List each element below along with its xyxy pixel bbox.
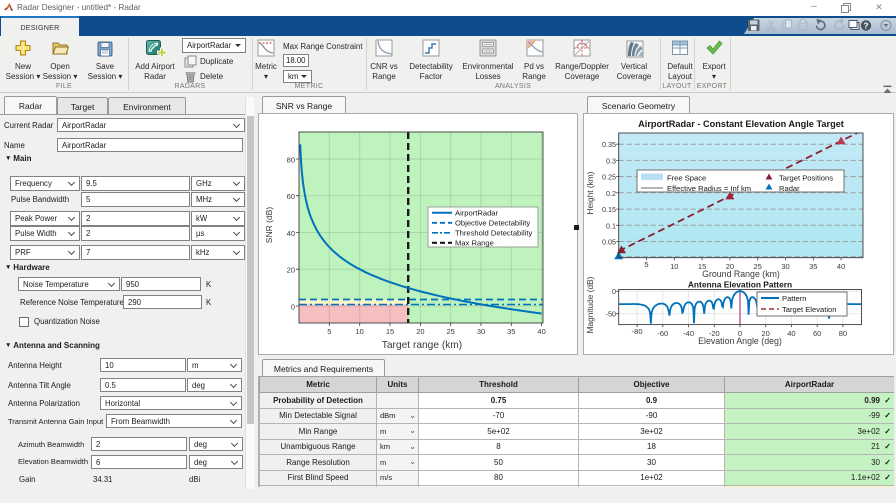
svg-text:Objective Detectability: Objective Detectability bbox=[455, 219, 530, 228]
svg-text:10: 10 bbox=[670, 262, 678, 271]
svg-text:-20: -20 bbox=[709, 329, 720, 338]
svg-text:25: 25 bbox=[447, 327, 455, 336]
svg-text:40: 40 bbox=[537, 327, 545, 336]
svg-text:?: ? bbox=[863, 21, 868, 31]
svg-text:0.2: 0.2 bbox=[606, 189, 616, 198]
svg-text:20: 20 bbox=[416, 327, 424, 336]
svg-text:Pattern: Pattern bbox=[782, 294, 806, 303]
svg-text:5: 5 bbox=[644, 260, 648, 269]
svg-text:Threshold Detectability: Threshold Detectability bbox=[455, 229, 532, 238]
svg-text:Ground Range (km): Ground Range (km) bbox=[702, 269, 780, 279]
svg-text:20: 20 bbox=[762, 329, 770, 338]
svg-text:Effective Radius = Inf km: Effective Radius = Inf km bbox=[667, 184, 751, 193]
svg-text:35: 35 bbox=[809, 262, 817, 271]
svg-text:Height (km): Height (km) bbox=[585, 171, 595, 214]
svg-text:35: 35 bbox=[507, 327, 515, 336]
svg-text:20: 20 bbox=[726, 262, 734, 271]
svg-text:60: 60 bbox=[813, 329, 821, 338]
svg-text:Elevation Angle (deg): Elevation Angle (deg) bbox=[698, 336, 782, 346]
svg-text:80: 80 bbox=[839, 329, 847, 338]
svg-text:Max Range: Max Range bbox=[455, 239, 494, 248]
svg-text:80: 80 bbox=[287, 156, 295, 165]
svg-text:0: 0 bbox=[612, 287, 616, 296]
svg-text:Antenna Elevation Pattern: Antenna Elevation Pattern bbox=[688, 280, 792, 290]
svg-text:-40: -40 bbox=[683, 329, 694, 338]
svg-text:Target range (km): Target range (km) bbox=[382, 340, 462, 351]
svg-text:AirportRadar: AirportRadar bbox=[455, 209, 499, 218]
svg-text:Free Space: Free Space bbox=[667, 174, 706, 183]
svg-text:20: 20 bbox=[287, 266, 295, 275]
svg-text:40: 40 bbox=[787, 329, 795, 338]
svg-text:0.3: 0.3 bbox=[606, 156, 616, 165]
svg-text:25: 25 bbox=[754, 262, 762, 271]
svg-text:-50: -50 bbox=[606, 310, 616, 319]
svg-text:0.1: 0.1 bbox=[606, 221, 616, 230]
svg-text:SNR (dB): SNR (dB) bbox=[264, 207, 274, 244]
svg-text:0.35: 0.35 bbox=[602, 140, 616, 149]
svg-text:0.15: 0.15 bbox=[602, 205, 616, 214]
svg-text:AirportRadar - Constant Elevat: AirportRadar - Constant Elevation Angle … bbox=[638, 119, 844, 129]
svg-text:-60: -60 bbox=[657, 329, 668, 338]
svg-text:15: 15 bbox=[386, 327, 394, 336]
svg-text:30: 30 bbox=[781, 262, 789, 271]
svg-text:5: 5 bbox=[327, 327, 331, 336]
svg-text:Target Elevation: Target Elevation bbox=[782, 305, 836, 314]
svg-text:0.05: 0.05 bbox=[602, 238, 616, 247]
svg-text:40: 40 bbox=[837, 262, 845, 271]
svg-text:30: 30 bbox=[477, 327, 485, 336]
svg-text:40: 40 bbox=[287, 229, 295, 238]
svg-text:15: 15 bbox=[698, 262, 706, 271]
svg-text:Radar: Radar bbox=[779, 184, 800, 193]
svg-text:Magnitude (dB): Magnitude (dB) bbox=[585, 276, 595, 333]
svg-text:-80: -80 bbox=[632, 327, 643, 336]
svg-text:0.25: 0.25 bbox=[602, 173, 616, 182]
svg-text:0: 0 bbox=[291, 303, 295, 312]
svg-text:Target Positions: Target Positions bbox=[779, 174, 833, 183]
svg-text:60: 60 bbox=[287, 192, 295, 201]
svg-text:0: 0 bbox=[738, 329, 742, 338]
svg-text:10: 10 bbox=[356, 327, 364, 336]
